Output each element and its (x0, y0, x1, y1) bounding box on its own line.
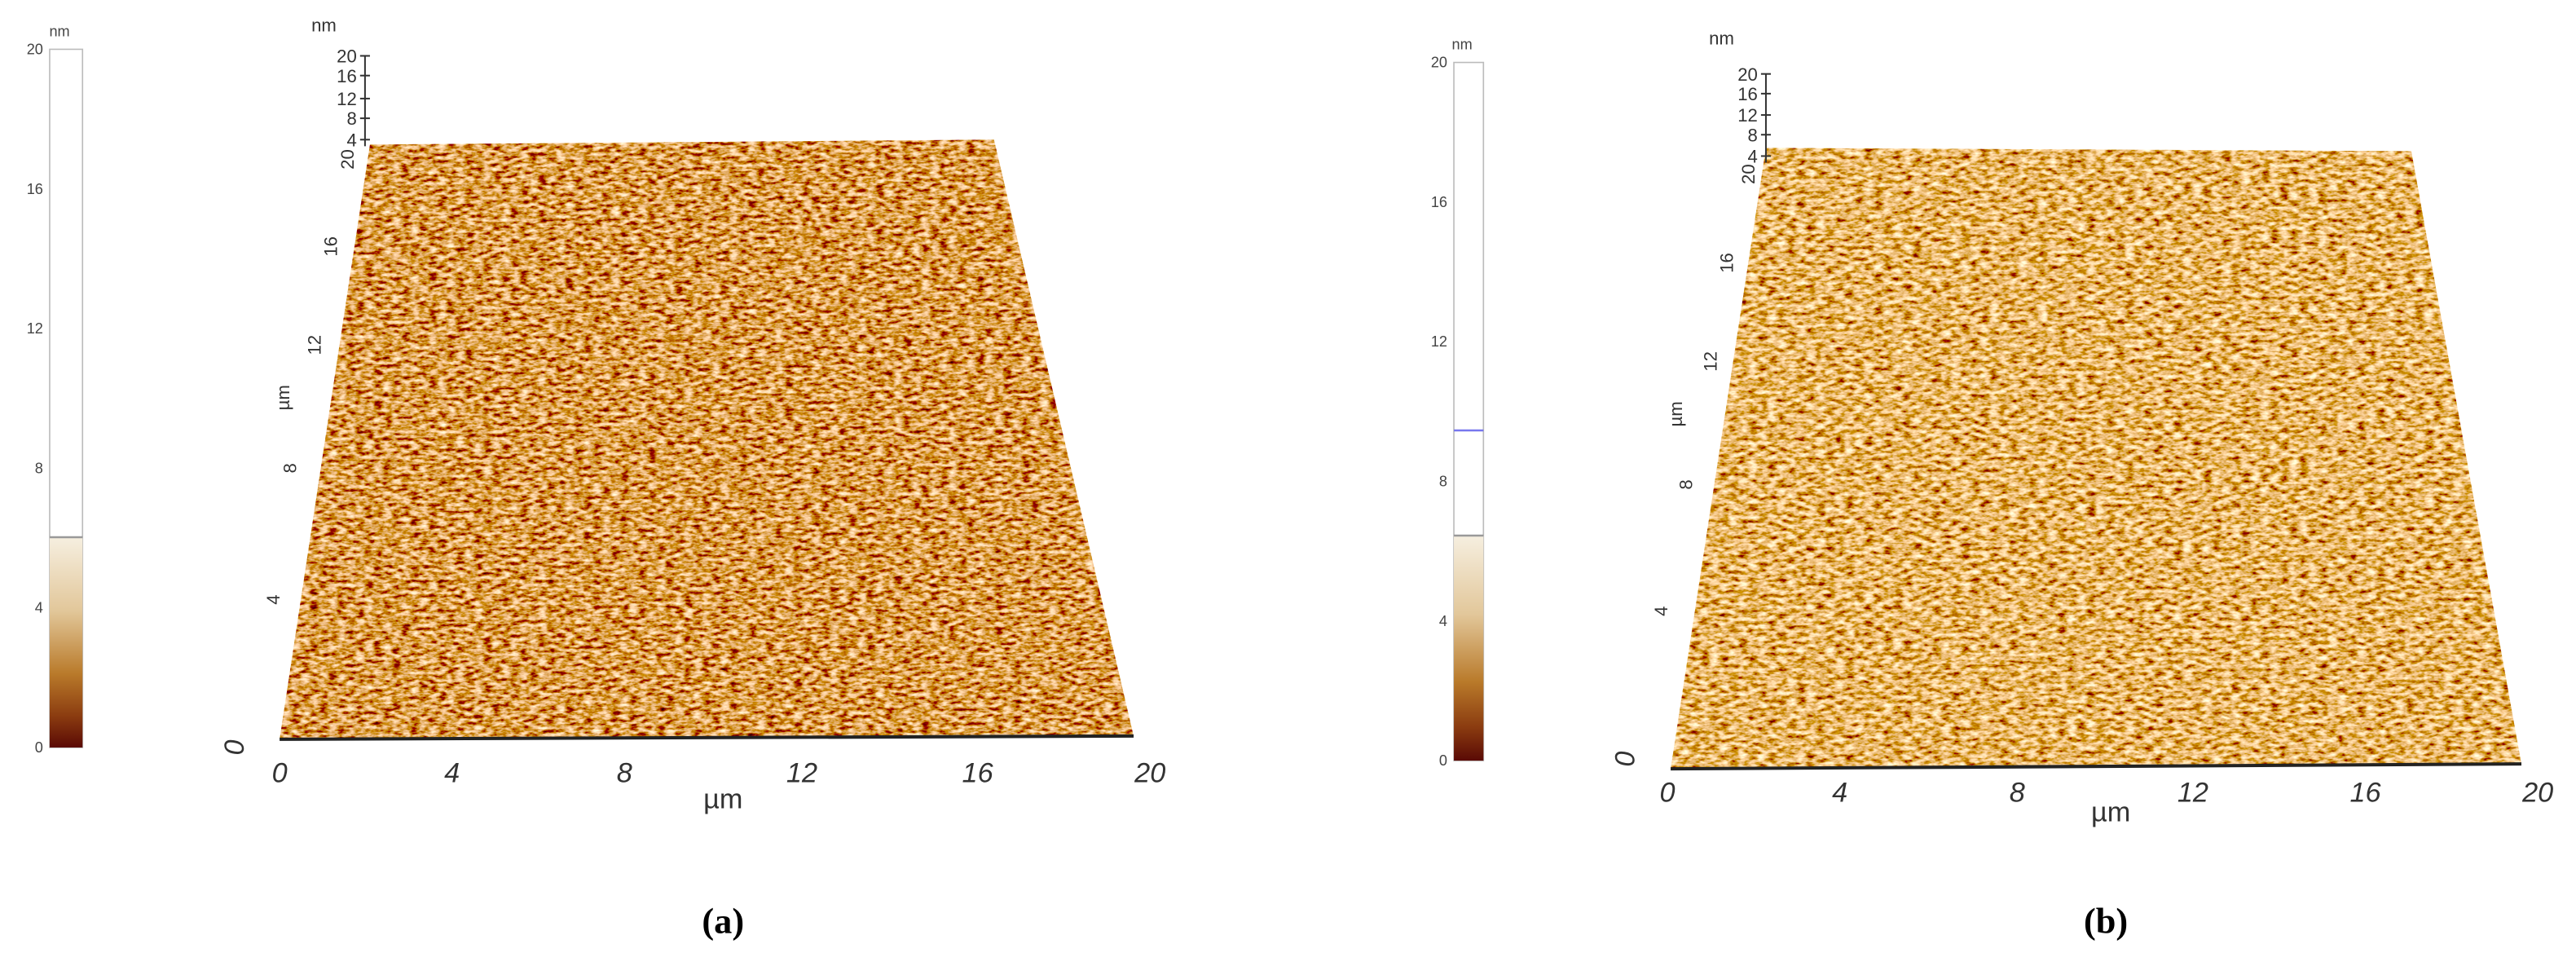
colorbar-tick-label: 12 (1431, 333, 1447, 350)
panel-caption: (a) (702, 901, 744, 942)
x-axis-label: µm (2091, 797, 2130, 828)
y-tick-label: 20 (337, 149, 358, 170)
y-tick-label: 0 (1610, 752, 1641, 767)
colorbar-gradient (49, 537, 83, 748)
colorbar-tick-label: 8 (35, 460, 43, 476)
colorbar-tick-label: 20 (27, 42, 43, 58)
y-tick-label: 0 (219, 739, 250, 755)
x-tick-label: 12 (786, 757, 817, 788)
colorbar-tick-label: 8 (1439, 474, 1447, 490)
z-tick-label: 12 (1737, 105, 1758, 126)
colorbar-tick-label: 20 (1431, 55, 1447, 71)
y-tick-label: 20 (1738, 164, 1759, 184)
y-tick-label: 16 (321, 236, 341, 257)
panel-caption: (b) (2084, 901, 2128, 942)
y-axis-label: µm (1666, 401, 1686, 426)
y-axis-label: µm (273, 385, 293, 410)
x-tick-label: 0 (1660, 777, 1676, 808)
x-axis-label: µm (703, 784, 742, 815)
z-tick-label: 16 (1737, 84, 1758, 104)
colorbar-tick-label: 4 (35, 600, 43, 616)
afm-surface (280, 139, 1134, 739)
colorbar-tick-label: 16 (1431, 194, 1447, 210)
z-axis-unit: nm (1709, 28, 1734, 48)
x-tick-label: 4 (444, 757, 460, 788)
x-tick-label: 16 (962, 757, 994, 788)
z-axis-unit: nm (311, 15, 337, 35)
y-tick-label: 4 (1651, 607, 1671, 616)
base-edge (280, 734, 1134, 741)
colorbar-tick-label: 0 (1439, 752, 1447, 769)
colorbar-tick-label: 12 (27, 320, 43, 337)
z-tick-label: 20 (337, 46, 357, 67)
z-tick-label: 8 (346, 108, 356, 129)
x-tick-label: 0 (272, 757, 288, 788)
y-tick-label: 4 (263, 594, 284, 604)
colorbar-unit: nm (49, 23, 69, 39)
y-tick-label: 8 (1676, 479, 1696, 489)
x-tick-label: 20 (2521, 777, 2553, 808)
z-tick-label: 16 (337, 66, 357, 86)
y-tick-label: 16 (1717, 253, 1737, 273)
x-tick-label: 8 (617, 757, 632, 788)
z-tick-label: 12 (337, 89, 357, 109)
x-tick-label: 8 (2010, 777, 2025, 808)
x-tick-label: 12 (2177, 777, 2208, 808)
colorbar-tick-label: 4 (1439, 613, 1447, 629)
y-tick-label: 12 (1700, 351, 1720, 372)
colorbar-unit: nm (1452, 36, 1473, 52)
colorbar-tick-label: 0 (35, 739, 43, 756)
y-tick-label: 8 (280, 463, 300, 473)
x-tick-label: 16 (2349, 777, 2381, 808)
colorbar-tick-label: 16 (27, 181, 43, 197)
afm-surface (1671, 148, 2521, 770)
surface-texture (1671, 148, 2521, 770)
y-tick-label: 12 (304, 335, 324, 355)
colorbar-gradient (1454, 535, 1484, 761)
z-tick-label: 4 (346, 130, 356, 150)
z-tick-label: 4 (1748, 147, 1758, 167)
x-tick-label: 20 (1134, 757, 1165, 788)
x-tick-label: 4 (1832, 777, 1847, 808)
base-edge (1671, 762, 2522, 771)
surface-texture (280, 139, 1134, 739)
z-tick-label: 8 (1748, 125, 1758, 145)
z-tick-label: 20 (1737, 64, 1758, 85)
